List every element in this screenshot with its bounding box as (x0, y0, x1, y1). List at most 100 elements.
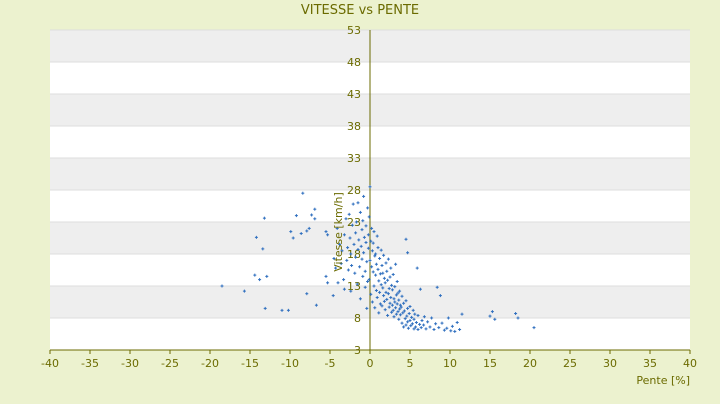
data-point (353, 271, 357, 275)
data-point (388, 275, 392, 279)
data-point (289, 230, 293, 234)
data-point (366, 246, 370, 250)
data-point (399, 305, 403, 309)
data-point (392, 315, 396, 319)
data-point (368, 185, 372, 189)
y-tick-label: 43 (347, 88, 361, 101)
x-tick-label: 40 (683, 357, 697, 370)
x-tick-label: -40 (41, 357, 59, 370)
data-point (418, 287, 422, 291)
data-point (314, 303, 318, 307)
data-point (390, 288, 394, 292)
y-tick-label: 8 (354, 312, 361, 325)
data-point (372, 230, 376, 234)
x-axis-label: Pente [%] (636, 374, 690, 387)
data-point (455, 320, 459, 324)
data-point (408, 319, 412, 323)
y-tick-label: 48 (347, 56, 361, 69)
data-point (349, 252, 353, 256)
data-point (398, 313, 402, 317)
data-point (376, 246, 380, 250)
x-tick-label: 25 (563, 357, 577, 370)
data-point (363, 285, 367, 289)
data-point (406, 306, 410, 310)
data-point (253, 273, 257, 277)
data-point (402, 325, 406, 329)
data-point (410, 315, 414, 319)
data-point (422, 315, 426, 319)
data-point (363, 269, 367, 273)
y-axis-label: Vitesse [km/h] (332, 192, 345, 272)
data-point (440, 321, 444, 325)
data-point (379, 248, 383, 252)
data-point (378, 302, 382, 306)
data-point (404, 299, 408, 303)
data-point (367, 278, 371, 282)
data-point (373, 254, 377, 258)
data-point (416, 328, 420, 332)
data-point (437, 326, 441, 330)
data-point (374, 252, 378, 256)
data-point (331, 294, 335, 298)
data-point (313, 207, 317, 211)
data-point (358, 210, 362, 214)
data-point (385, 269, 389, 273)
data-point (382, 294, 386, 298)
data-point (258, 278, 262, 282)
data-point (301, 191, 305, 195)
chart-title: VITESSE vs PENTE (301, 3, 419, 18)
data-point (458, 328, 462, 332)
data-point (401, 311, 405, 315)
data-point (406, 326, 410, 330)
data-point (338, 242, 342, 246)
data-points (220, 185, 536, 333)
y-tick-label: 33 (347, 152, 361, 165)
data-point (342, 278, 346, 282)
data-point (397, 298, 401, 302)
data-point (414, 325, 418, 329)
y-tick-label: 13 (347, 280, 361, 293)
x-tick-label: -20 (201, 357, 219, 370)
data-point (453, 329, 457, 333)
data-point (398, 307, 402, 311)
data-point (414, 320, 418, 324)
data-point (387, 305, 391, 309)
data-point (432, 328, 436, 332)
data-point (407, 312, 411, 316)
data-point (367, 215, 371, 219)
data-point (397, 317, 401, 321)
data-point (263, 306, 267, 310)
data-point (416, 313, 420, 317)
data-point (294, 214, 298, 218)
data-point (369, 239, 373, 243)
data-point (370, 300, 374, 304)
data-point (361, 219, 365, 223)
data-point (348, 236, 352, 240)
data-point (445, 326, 449, 330)
data-point (366, 280, 370, 284)
data-point (380, 264, 384, 268)
data-point (377, 279, 381, 283)
data-point (378, 272, 382, 276)
data-point (460, 312, 464, 316)
data-point (377, 311, 381, 315)
data-point (396, 310, 400, 314)
data-point (382, 299, 386, 303)
data-point (384, 261, 388, 265)
data-point (299, 232, 303, 236)
data-point (280, 308, 284, 312)
data-point (394, 306, 398, 310)
data-point (415, 266, 419, 270)
data-point (412, 327, 416, 331)
data-point (493, 317, 497, 321)
data-point (354, 255, 358, 259)
data-point (305, 292, 309, 296)
data-point (265, 274, 269, 278)
data-point (391, 272, 395, 276)
data-point (386, 278, 390, 282)
data-point (335, 226, 339, 230)
data-point (362, 251, 366, 255)
data-point (406, 320, 410, 324)
data-point (442, 328, 446, 332)
